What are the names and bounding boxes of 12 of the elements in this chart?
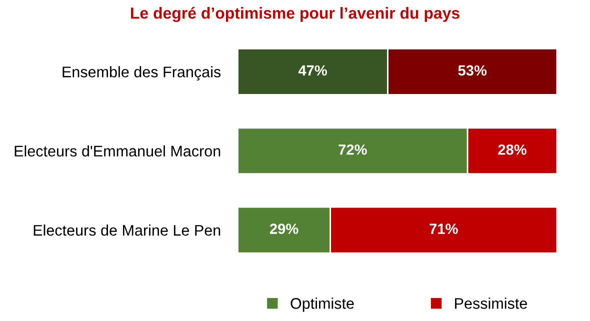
data-label: 72% <box>338 144 367 155</box>
data-label: 47% <box>298 65 327 76</box>
y-tick-label: Electeurs de Marine Le Pen <box>34 224 220 236</box>
data-label: 53% <box>458 65 487 76</box>
y-tick-label: Ensemble des Français <box>62 66 221 80</box>
data-label: 29% <box>270 224 298 234</box>
y-tick-label: Electeurs d'Emmanuel Macron <box>14 145 220 157</box>
data-label: 28% <box>498 144 526 155</box>
data-label: 71% <box>430 224 458 234</box>
legend-label: Pessimiste <box>455 298 527 309</box>
chart-title: Le degré d’optimisme pour l’avenir du pays <box>130 6 460 22</box>
legend-label: Optimiste <box>290 298 354 312</box>
